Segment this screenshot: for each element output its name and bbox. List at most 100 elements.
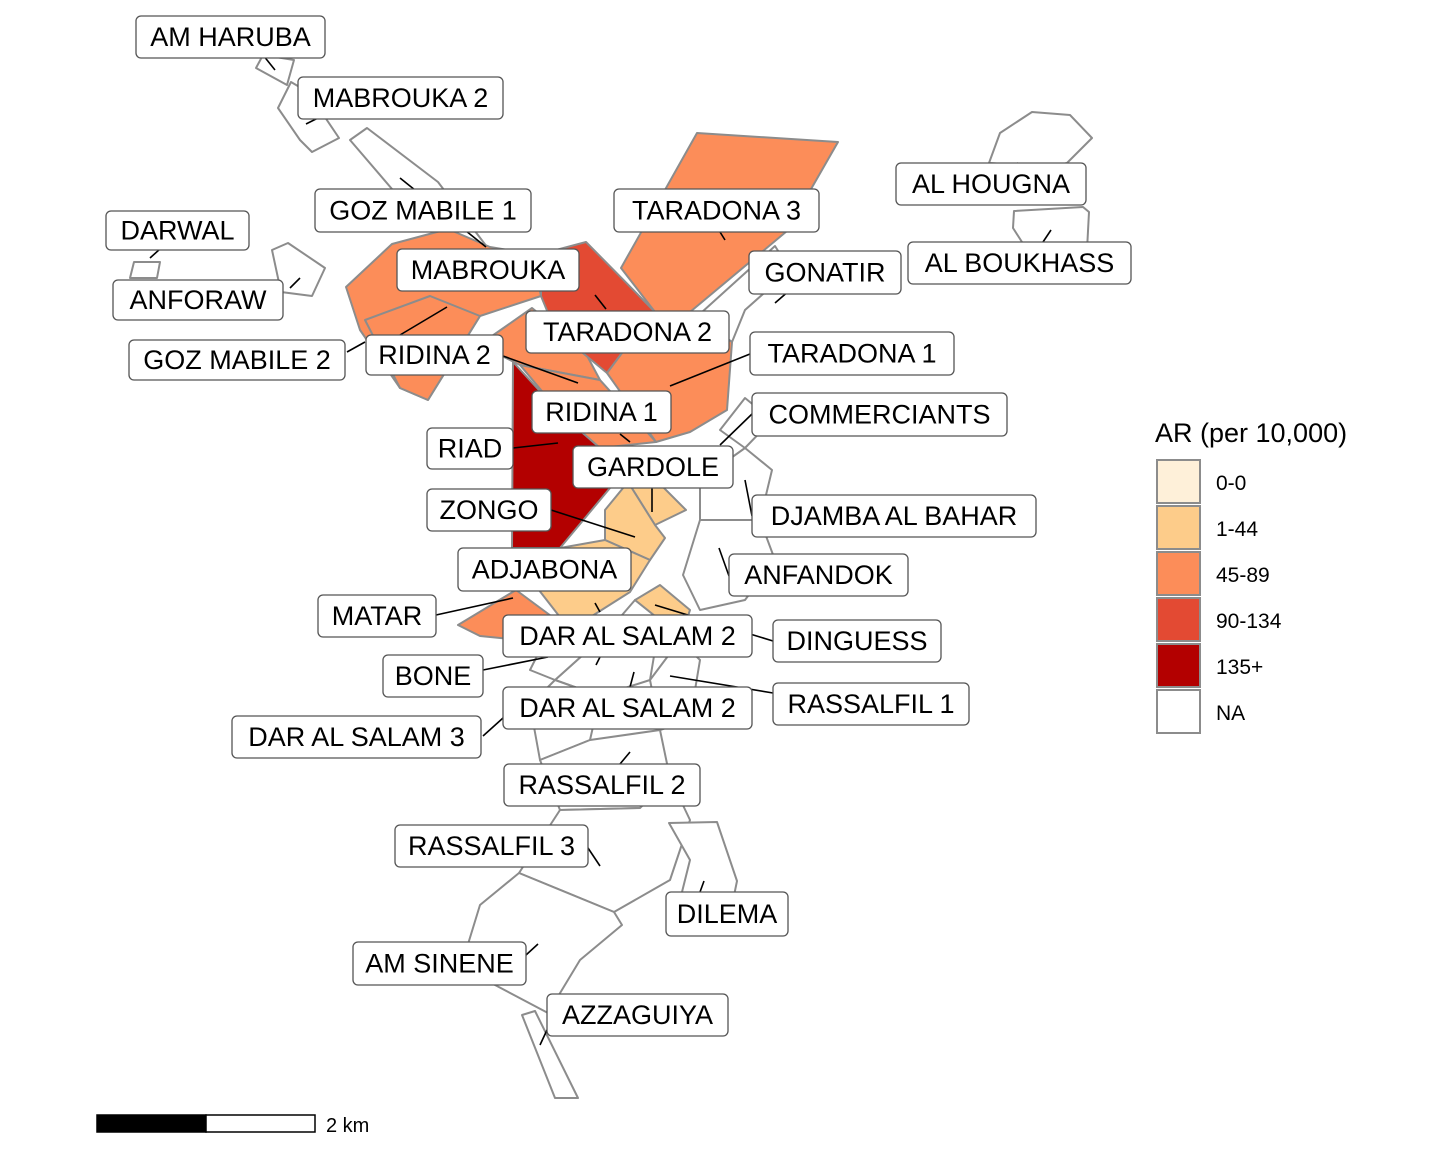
label-goz-mabile-1: GOZ MABILE 1 [314, 188, 532, 233]
label-text: DJAMBA AL BAHAR [771, 501, 1018, 531]
label-text: ADJABONA [472, 555, 618, 585]
label-text: GONATIR [765, 258, 886, 288]
leader-line [719, 413, 753, 446]
label-box [314, 188, 532, 233]
label-al-hougna: AL HOUGNA [895, 162, 1087, 206]
legend-label-c1: 1-44 [1216, 518, 1258, 541]
label-text: DAR AL SALAM 2 [519, 693, 736, 723]
leader-line [346, 341, 366, 353]
label-text: AM HARUBA [150, 22, 311, 52]
label-box [895, 162, 1087, 206]
label-darwal: DARWAL [105, 210, 250, 251]
label-text: COMMERCIANTS [769, 400, 991, 430]
label-box [394, 824, 589, 868]
label-taradona-3: TARADONA 3 [613, 188, 820, 233]
label-text: AM SINENE [365, 949, 514, 979]
label-text: DINGUESS [786, 626, 927, 656]
leader-line [512, 442, 559, 449]
label-box [426, 427, 514, 470]
label-ridina-2: RIDINA 2 [365, 334, 504, 376]
label-mabrouka: MABROUKA [396, 248, 580, 292]
leader-line [669, 353, 751, 387]
label-text: ANFORAW [130, 285, 268, 315]
scale-bar-black [96, 1114, 207, 1133]
label-mabrouka-2: MABROUKA 2 [297, 76, 504, 120]
legend-label-c4: 135+ [1216, 656, 1263, 679]
legend-label-c3: 90-134 [1216, 610, 1282, 633]
label-taradona-2: TARADONA 2 [525, 310, 730, 354]
label-taradona-1: TARADONA 1 [749, 331, 955, 376]
label-box [748, 250, 902, 295]
leader-line [399, 306, 448, 336]
label-box [613, 188, 820, 233]
legend: AR (per 10,000) 0-0 1-44 45-89 90-134 135+ NA [1155, 418, 1347, 734]
label-text: TARADONA 3 [632, 196, 801, 226]
label-text: RIAD [438, 434, 503, 464]
label-box [502, 614, 753, 658]
legend-swatch-c4 [1156, 643, 1201, 688]
label-text: RASSALFIL 2 [518, 770, 685, 800]
leader-line [482, 717, 504, 737]
legend-swatch-c1 [1156, 505, 1201, 550]
leader-line [587, 847, 601, 867]
leader-line [669, 675, 774, 694]
label-box [772, 619, 942, 663]
label-am-haruba: AM HARUBA [135, 15, 326, 59]
leader-line [595, 656, 601, 666]
label-text: DAR AL SALAM 3 [248, 722, 465, 752]
district-darwal [129, 261, 161, 279]
district-labels: AM HARUBA MABROUKA 2 GOZ MABILE 1 DARWAL ANF… [105, 15, 1132, 1037]
leader-line [289, 277, 301, 289]
scale-bar-label: 2 km [326, 1115, 369, 1137]
label-dar-al-salam-3: DAR AL SALAM 3 [231, 715, 482, 759]
label-box [135, 15, 326, 59]
label-text: GOZ MABILE 2 [143, 345, 331, 375]
label-text: GOZ MABILE 1 [329, 196, 517, 226]
label-box [665, 891, 789, 937]
legend-swatch-na [1156, 689, 1201, 734]
label-box [749, 331, 955, 376]
label-riad: RIAD [426, 427, 514, 470]
legend-title: AR (per 10,000) [1155, 418, 1347, 448]
label-box [457, 547, 632, 592]
label-box [112, 279, 284, 321]
label-box [751, 494, 1037, 538]
label-text: DILEMA [677, 899, 778, 929]
label-box [105, 210, 250, 251]
leader-line [502, 355, 579, 384]
district-al-hougna [988, 111, 1093, 169]
label-text: ANFANDOK [744, 560, 893, 590]
label-text: DAR AL SALAM 2 [519, 621, 736, 651]
leader-line [629, 671, 635, 688]
leader-line [718, 547, 730, 577]
label-box [531, 390, 672, 434]
label-text: RASSALFIL 1 [787, 689, 954, 719]
label-box [546, 993, 729, 1037]
leader-line [699, 880, 705, 893]
scale-bar-white [205, 1114, 316, 1133]
label-box [502, 686, 753, 730]
label-box [772, 682, 970, 726]
label-box [503, 763, 701, 807]
label-text: RASSALFIL 3 [408, 831, 575, 861]
label-text: MABROUKA 2 [313, 83, 489, 113]
label-text: ZONGO [440, 495, 539, 525]
leader-line [619, 433, 631, 443]
label-box [352, 941, 527, 986]
label-box [297, 76, 504, 120]
label-gonatir: GONATIR [748, 250, 902, 295]
label-text: MATAR [332, 601, 423, 631]
legend-label-na: NA [1216, 702, 1245, 725]
label-text: AL HOUGNA [912, 169, 1070, 199]
label-matar: MATAR [317, 594, 437, 638]
label-gardole: GARDOLE [572, 445, 734, 489]
label-text: RIDINA 1 [545, 397, 658, 427]
label-adjabona: ADJABONA [457, 547, 632, 592]
label-anforaw: ANFORAW [112, 279, 284, 321]
label-goz-mabile-2: GOZ MABILE 2 [128, 339, 346, 381]
label-box [396, 248, 580, 292]
label-commerciants: COMMERCIANTS [751, 392, 1008, 437]
label-text: RIDINA 2 [378, 340, 491, 370]
label-box [728, 553, 909, 597]
